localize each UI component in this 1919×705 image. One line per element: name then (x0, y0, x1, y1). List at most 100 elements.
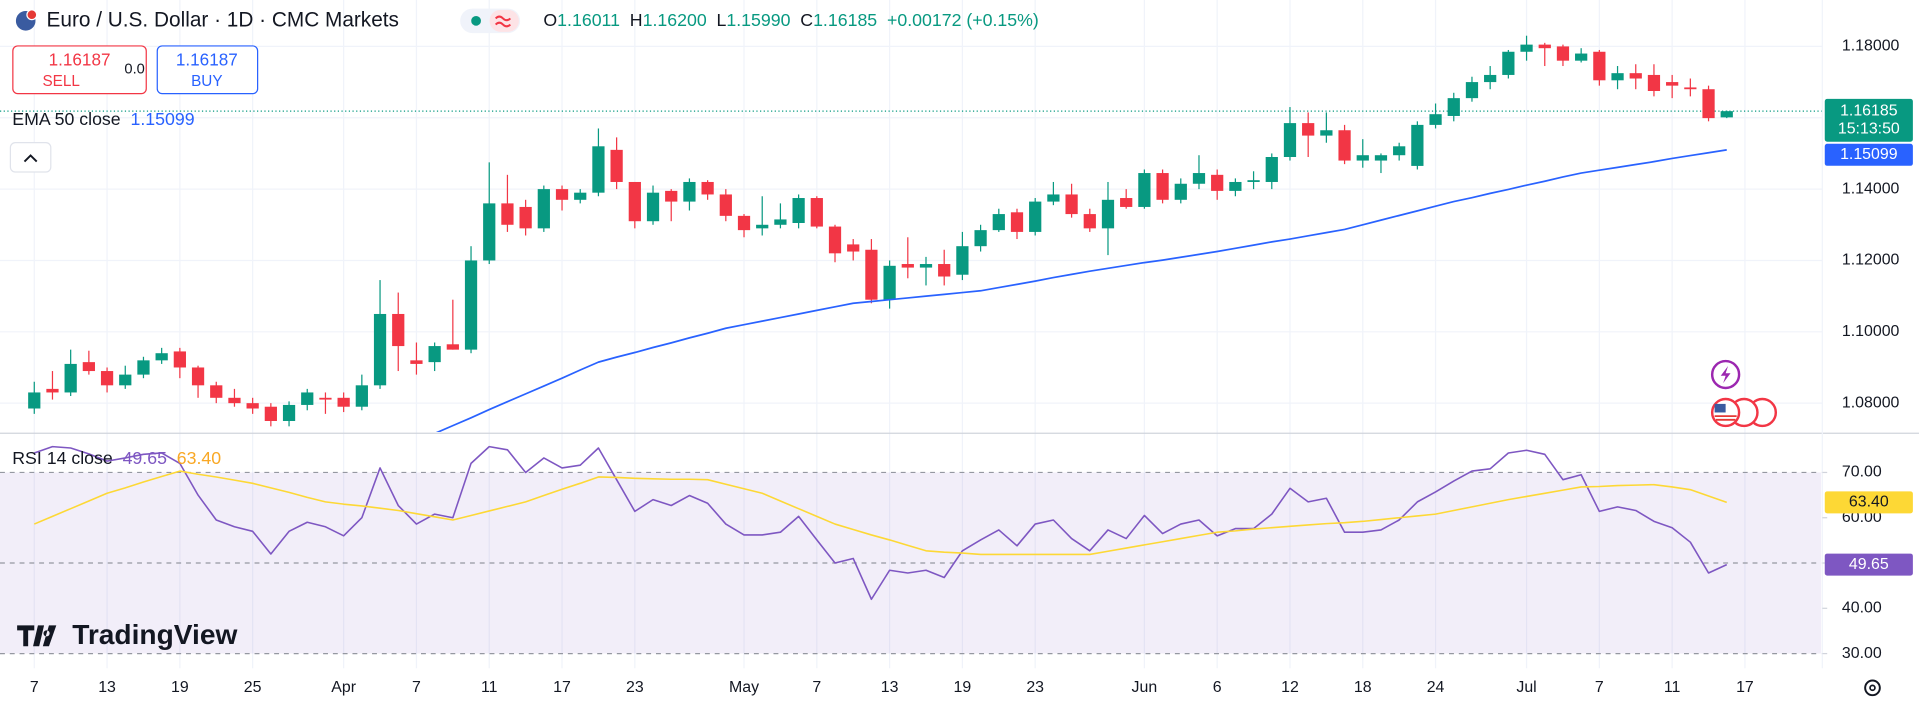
candle-body (992, 214, 1005, 231)
ohlc-label: O (543, 10, 557, 30)
rsi-line (34, 445, 1728, 601)
candle-body (1101, 199, 1115, 229)
rsi-line (33, 470, 1728, 556)
last-price-text: 1.16185 (1840, 102, 1898, 119)
ohlc-label: H (630, 10, 643, 30)
candle-body (1702, 89, 1715, 119)
candle-body (628, 181, 641, 222)
candle-body (1447, 98, 1460, 116)
sell-label: SELL (42, 73, 79, 90)
candle-body (847, 244, 860, 252)
x-tick-label: 19 (171, 679, 189, 696)
x-tick-label: 13 (98, 679, 116, 696)
candle-body (1484, 74, 1497, 83)
candle-body (938, 264, 951, 277)
candle-body (1356, 155, 1369, 161)
y-tick-label: 70.00 (1842, 464, 1882, 481)
candle-body (1666, 82, 1679, 86)
x-tick-label: 25 (244, 679, 262, 696)
candle-body (519, 206, 532, 229)
candle-body (592, 146, 605, 193)
ohlc-legend: O1.16011 H1.16200 L1.15990 C1.16185 +0.00172… (543, 10, 1038, 30)
candle-body (46, 388, 59, 393)
candle-body (82, 362, 95, 372)
candle-body (137, 360, 150, 375)
x-tick-label: Jun (1132, 679, 1158, 696)
ohlc-value: 1.16185 (813, 10, 877, 30)
candle-body (665, 190, 678, 202)
sell-price: 1.16187 (49, 50, 111, 70)
candle-body (974, 230, 987, 247)
rsi-legend-name: RSI 14 close (12, 448, 113, 468)
symbol-title: Euro / U.S. Dollar · 1D · CMC Markets (47, 8, 399, 31)
candle-body (191, 367, 205, 386)
candle-body (1629, 73, 1642, 79)
x-tick-label: 7 (1595, 679, 1604, 696)
economic-events[interactable] (1710, 397, 1778, 428)
candle-body (756, 224, 769, 229)
candle-body (1029, 201, 1042, 232)
ohlc-value: 1.15990 (726, 10, 790, 30)
delay-badge (489, 9, 519, 32)
candle-body (446, 344, 459, 350)
candle-body (1556, 46, 1570, 61)
candle-body (1047, 194, 1060, 202)
candle-body (555, 189, 569, 200)
grid (0, 0, 1823, 669)
y-tick-label: 40.00 (1842, 600, 1882, 617)
y-tick-label: 1.08000 (1842, 394, 1900, 411)
x-tick-label: 19 (954, 679, 972, 696)
x-tick-label: Apr (331, 679, 356, 696)
candle-body (1320, 130, 1333, 136)
candle-body (1647, 74, 1661, 92)
ema-legend: EMA 50 close 1.15099 (12, 109, 194, 129)
candle-body (574, 192, 587, 200)
ohlc-label: C (800, 10, 813, 30)
watermark: TradingView (17, 619, 237, 650)
candle-body (1429, 114, 1442, 125)
x-tick-label: Jul (1516, 679, 1536, 696)
candle-body (119, 374, 132, 386)
y-tick-label: 1.18000 (1842, 38, 1900, 55)
candle-body (100, 371, 114, 386)
candle-body (1083, 214, 1096, 229)
settings-button[interactable] (1864, 679, 1881, 697)
candle-body (210, 385, 223, 398)
x-tick-label: 7 (412, 679, 421, 696)
candle-body (282, 404, 296, 421)
x-tick-label: 6 (1213, 679, 1222, 696)
buy-button[interactable] (156, 45, 259, 95)
rsi-badge-text: 63.40 (1849, 494, 1889, 511)
candle-body (719, 194, 732, 216)
candle-body (1211, 174, 1224, 191)
candle-body (228, 397, 241, 404)
y-tick-label: 30.00 (1842, 645, 1882, 662)
collapse-button[interactable] (9, 141, 52, 173)
candle-body (1302, 123, 1315, 136)
y-tick-label: 1.10000 (1842, 323, 1900, 340)
candle-body (1138, 173, 1151, 207)
candle-body (173, 351, 186, 368)
candle-body (264, 406, 277, 421)
candle-body (646, 192, 660, 222)
sell-button[interactable] (12, 45, 147, 95)
candle-body (392, 313, 405, 347)
candle-body (155, 353, 168, 361)
candle-body (537, 189, 550, 229)
x-tick-label: 17 (1736, 679, 1754, 696)
candle-body (901, 264, 914, 268)
y-tick-label: 1.12000 (1842, 252, 1900, 269)
symbol-icon-flag (26, 9, 38, 21)
candle-body (1720, 111, 1733, 118)
candle-body (319, 397, 332, 400)
candle-body (337, 397, 350, 407)
ohlc-label: L (716, 10, 726, 30)
candle-body (373, 313, 387, 386)
x-tick-label: 12 (1281, 679, 1299, 696)
market-open-dot (471, 15, 481, 26)
candle-body (865, 249, 878, 300)
rsi-legend-value: 49.65 (123, 448, 168, 468)
candle-body (1593, 51, 1606, 81)
ohlc-value: 1.16011 (557, 10, 620, 30)
